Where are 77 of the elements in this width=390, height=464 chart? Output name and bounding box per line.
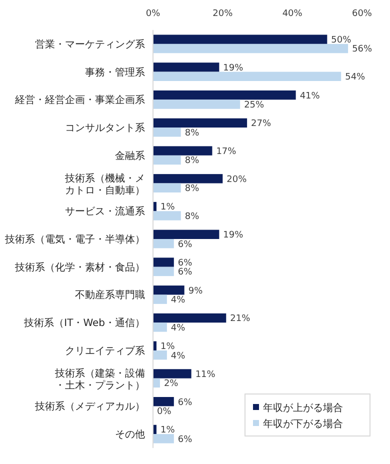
- bar: [153, 313, 226, 323]
- bar: [153, 155, 181, 165]
- y-tick-label: 技術系（電気・電子・半導体）: [4, 234, 145, 246]
- bar: [153, 294, 167, 304]
- data-label: 9%: [188, 286, 204, 296]
- data-label: 6%: [178, 434, 193, 445]
- data-label: 4%: [170, 323, 186, 334]
- bar: [153, 266, 174, 276]
- data-label: 8%: [184, 156, 200, 166]
- bar: [153, 128, 181, 137]
- bar: [153, 62, 220, 72]
- data-label: 20%: [226, 174, 248, 185]
- y-tick-label: クリエイティブ系: [65, 344, 145, 357]
- bar: [153, 239, 174, 248]
- data-label: 8%: [184, 212, 200, 222]
- x-tick-label: 20%: [212, 9, 234, 19]
- data-label: 8%: [184, 184, 200, 194]
- data-label: 50%: [331, 36, 352, 46]
- data-label: 6%: [178, 268, 193, 278]
- y-tick-label: 経営・経営企画・事業企画系: [14, 94, 145, 106]
- bar: [153, 174, 223, 184]
- y-tick-label: 営業・マーケティング系: [35, 38, 145, 50]
- bar: [153, 286, 184, 295]
- bar: [153, 211, 181, 220]
- data-label: 1%: [160, 202, 176, 213]
- y-tick-label: 不動産系専門職: [75, 289, 145, 302]
- bar: [153, 369, 192, 378]
- bar: [153, 34, 328, 44]
- data-label: 19%: [223, 63, 244, 74]
- y-tick-label: コンサルタント系: [65, 122, 145, 134]
- y-tick-label: 技術系（メディアカル）: [34, 400, 145, 413]
- bar: [153, 44, 348, 54]
- data-label: 54%: [345, 72, 366, 83]
- x-tick-label: 40%: [282, 9, 303, 19]
- data-label: 8%: [184, 128, 200, 138]
- bar: [153, 434, 174, 444]
- x-tick-label: 0%: [146, 9, 161, 19]
- data-label: 41%: [300, 91, 320, 102]
- data-label: 1%: [160, 342, 176, 352]
- x-tick-label: 60%: [352, 9, 372, 19]
- data-label: 17%: [216, 147, 237, 157]
- y-tick-label: 技術系（機械・メカトロ・自動車）: [64, 172, 145, 196]
- legend-label: 年収が上がる場合: [263, 402, 343, 414]
- data-label: 6%: [178, 398, 193, 408]
- bar: [153, 350, 167, 360]
- data-label: 4%: [170, 351, 186, 362]
- bar: [153, 146, 212, 156]
- data-label: 6%: [178, 240, 193, 250]
- bar: [153, 230, 220, 239]
- y-tick-label: サービス・流通系: [65, 206, 145, 218]
- bar: [153, 258, 174, 267]
- y-tick-label: 金融系: [115, 150, 145, 162]
- data-label: 21%: [230, 314, 251, 324]
- bar: [153, 397, 174, 406]
- y-tick-label: 事務・管理系: [85, 66, 145, 78]
- legend-label: 年収が下がる場合: [263, 418, 343, 430]
- bar: [153, 322, 167, 332]
- bar: [153, 100, 240, 109]
- data-label: 6%: [178, 258, 193, 268]
- y-tick-label: 技術系（建築・設備・土木・プラント）: [54, 367, 145, 392]
- data-label: 56%: [352, 44, 373, 55]
- data-label: 4%: [170, 296, 186, 306]
- bar: [153, 183, 181, 192]
- bar: [153, 118, 248, 128]
- data-label: 1%: [160, 426, 176, 436]
- data-label: 2%: [164, 379, 179, 390]
- data-label: 11%: [195, 370, 216, 380]
- data-label: 27%: [251, 119, 272, 130]
- bar: [153, 378, 160, 388]
- bar: [153, 72, 342, 81]
- y-tick-label: その他: [115, 428, 145, 441]
- bar: [153, 90, 296, 100]
- y-tick-label: 技術系（化学・素材・食品）: [14, 261, 145, 274]
- y-tick-label: 技術系（IT・Web・通信）: [23, 317, 145, 330]
- data-label: 25%: [244, 100, 265, 110]
- data-label: 19%: [223, 230, 244, 241]
- data-label: 0%: [157, 407, 172, 417]
